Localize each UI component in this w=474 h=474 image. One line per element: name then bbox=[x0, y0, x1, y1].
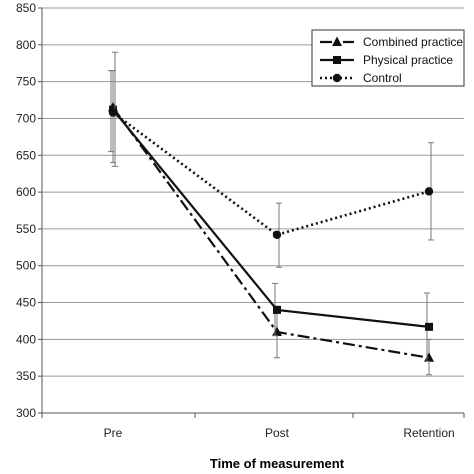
x-tick-label: Pre bbox=[104, 426, 123, 440]
square-marker-point bbox=[273, 305, 281, 314]
legend-label: Physical practice bbox=[363, 53, 453, 67]
y-tick-label: 350 bbox=[16, 369, 36, 383]
square-marker-legend bbox=[333, 56, 341, 64]
y-tick-label: 750 bbox=[16, 75, 36, 89]
x-axis-label: Time of measurement bbox=[210, 456, 345, 471]
square-marker-point bbox=[425, 322, 433, 331]
triangle-marker-point bbox=[272, 326, 282, 336]
y-tick-label: 800 bbox=[16, 38, 36, 52]
circle-marker-point bbox=[424, 187, 434, 196]
legend-item: Physical practice bbox=[320, 53, 453, 67]
y-tick-label: 300 bbox=[16, 406, 36, 420]
series-triangle bbox=[108, 70, 434, 376]
triangle-marker-point bbox=[424, 352, 434, 362]
y-tick-label: 600 bbox=[16, 185, 36, 199]
circle-marker-point bbox=[272, 230, 282, 239]
legend-label: Control bbox=[363, 71, 402, 85]
series-line bbox=[112, 111, 430, 237]
x-tick-label: Post bbox=[265, 426, 290, 440]
series-lines bbox=[108, 51, 434, 376]
y-tick-label: 550 bbox=[16, 222, 36, 236]
y-tick-label: 700 bbox=[16, 111, 36, 125]
y-tick-label: 650 bbox=[16, 148, 36, 162]
series-line bbox=[112, 106, 430, 359]
y-tick-labels: 300 350 400 450 500 550 600 650 700 750 800 850 bbox=[16, 1, 36, 420]
y-tick-label: 500 bbox=[16, 259, 36, 273]
circle-marker-legend bbox=[332, 73, 342, 83]
x-tick-labels: Pre Post Retention bbox=[104, 426, 455, 440]
y-tick-label: 400 bbox=[16, 332, 36, 346]
series-circle bbox=[108, 51, 434, 268]
x-tick-label: Retention bbox=[403, 426, 454, 440]
y-tick-label: 850 bbox=[16, 1, 36, 15]
legend-label: Combined practice bbox=[363, 35, 463, 49]
legend-item: Combined practice bbox=[320, 35, 463, 49]
y-tick-label: 450 bbox=[16, 296, 36, 310]
legend: Combined practice Physical practice Contro… bbox=[311, 29, 465, 87]
series-square bbox=[108, 70, 433, 362]
axes bbox=[38, 7, 465, 418]
circle-marker-point bbox=[108, 108, 118, 117]
legend-item: Control bbox=[320, 71, 402, 85]
triangle-marker-legend bbox=[332, 36, 342, 46]
series-line bbox=[112, 108, 430, 328]
